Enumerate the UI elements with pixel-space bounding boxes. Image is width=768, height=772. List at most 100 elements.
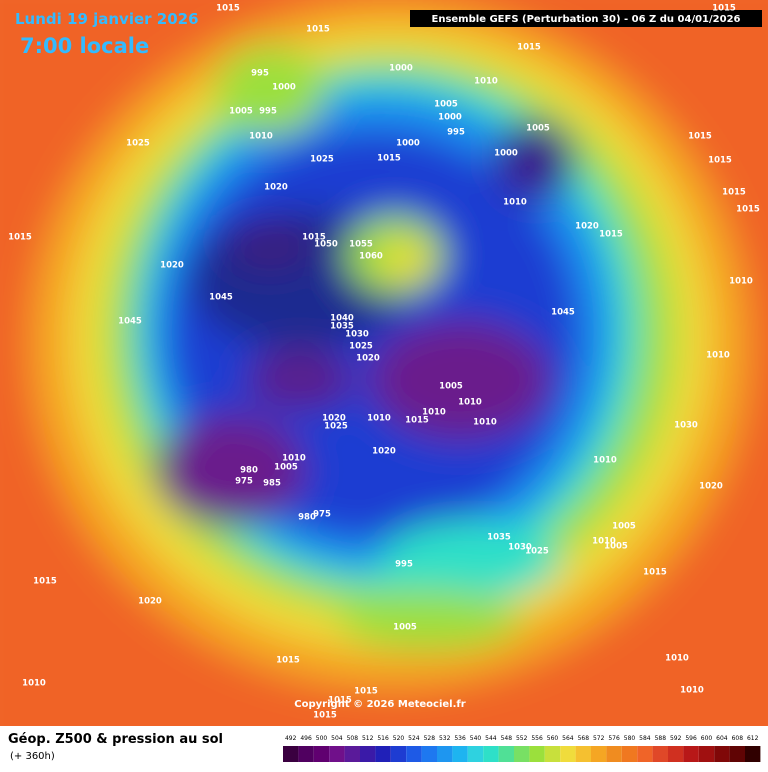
isobar-label: 1020 xyxy=(264,183,288,193)
isobar-label: 1015 xyxy=(688,132,712,142)
scale-label: 536 xyxy=(454,735,466,742)
scale-swatch xyxy=(606,746,622,762)
isobar-label: 985 xyxy=(263,479,281,489)
isobar-label: 1005 xyxy=(434,100,458,110)
scale-label: 544 xyxy=(485,735,497,742)
scale-label: 596 xyxy=(685,735,697,742)
scale-label: 592 xyxy=(670,735,682,742)
scale-label: 604 xyxy=(716,735,728,742)
isobar-label: 1000 xyxy=(438,113,462,123)
isobar-label: 1015 xyxy=(599,230,623,240)
scale-label: 560 xyxy=(547,735,559,742)
isobar-label: 1010 xyxy=(706,351,730,361)
isobar-label: 1025 xyxy=(324,422,348,432)
isobar-label: 1000 xyxy=(396,139,420,149)
isobar-label: 1015 xyxy=(377,154,401,164)
isobar-label: 1025 xyxy=(310,155,334,165)
scale-swatch xyxy=(313,746,330,762)
scale-label: 496 xyxy=(300,735,312,742)
isobar-label: 1015 xyxy=(722,188,746,198)
isobar-label: 1015 xyxy=(708,156,732,166)
isobar-label: 1005 xyxy=(612,522,636,532)
scale-swatch xyxy=(683,746,699,762)
run-info: Ensemble GEFS (Perturbation 30) - 06 Z d… xyxy=(432,14,741,25)
isobar-label: 1010 xyxy=(503,198,527,208)
isobar-label: 1010 xyxy=(680,686,704,696)
valid-date: Lundi 19 janvier 2026 xyxy=(15,10,199,28)
isobar-label: 995 xyxy=(251,69,269,79)
isobar-label: 1025 xyxy=(525,547,549,557)
isobar-label: 1005 xyxy=(274,463,298,473)
scale-swatch xyxy=(698,746,715,762)
scale-label: 600 xyxy=(701,735,713,742)
isobar-label: 1010 xyxy=(249,132,273,142)
scale-label: 552 xyxy=(516,735,528,742)
isobar-label: 1050 xyxy=(314,240,338,250)
isobar-label: 995 xyxy=(447,128,465,138)
isobar-label: 1060 xyxy=(359,252,383,262)
scale-label: 564 xyxy=(562,735,574,742)
scale-label: 548 xyxy=(501,735,513,742)
isobar-label: 1010 xyxy=(474,77,498,87)
isobar-label: 1015 xyxy=(306,25,330,35)
isobar-label: 1025 xyxy=(126,139,150,149)
isobar-label: 1020 xyxy=(322,414,346,424)
scale-label: 500 xyxy=(316,735,328,742)
isobar-label: 1015 xyxy=(517,43,541,53)
isobar-label: 1005 xyxy=(526,124,550,134)
scale-label: 584 xyxy=(639,735,651,742)
isobar-label: 1015 xyxy=(643,568,667,578)
isobar-label: 1010 xyxy=(473,418,497,428)
scale-label: 568 xyxy=(578,735,590,742)
isobar-label: 975 xyxy=(235,477,253,487)
scale-swatch xyxy=(560,746,576,762)
scale-label: 540 xyxy=(470,735,482,742)
scale-label: 504 xyxy=(331,735,343,742)
isobar-label: 1010 xyxy=(458,398,482,408)
scale-swatch xyxy=(329,746,345,762)
run-info-bar xyxy=(410,10,762,27)
scale-label: 612 xyxy=(747,735,759,742)
scale-label: 508 xyxy=(347,735,359,742)
isobar-label: 1015 xyxy=(712,4,736,14)
scale-swatch xyxy=(621,746,638,762)
isobar-label: 1045 xyxy=(209,293,233,303)
scale-swatch xyxy=(344,746,360,762)
isobar-label: 1020 xyxy=(138,597,162,607)
isobar-label: 1015 xyxy=(405,416,429,426)
footer-title: Géop. Z500 & pression au sol xyxy=(8,732,223,747)
scale-swatch xyxy=(652,746,668,762)
scale-label: 608 xyxy=(732,735,744,742)
isobar-label: 1020 xyxy=(372,447,396,457)
isobar-label: 1015 xyxy=(313,711,337,721)
scale-swatch xyxy=(421,746,437,762)
scale-label: 576 xyxy=(608,735,620,742)
isobar-label: 1010 xyxy=(282,454,306,464)
isobar-label: 1015 xyxy=(354,687,378,697)
scale-swatch xyxy=(283,746,299,762)
isobar-label: 1015 xyxy=(216,4,240,14)
isobar-label: 1045 xyxy=(118,317,142,327)
scale-label: 532 xyxy=(439,735,451,742)
scale-label: 516 xyxy=(377,735,389,742)
scale-label: 528 xyxy=(424,735,436,742)
scale-swatch xyxy=(544,746,561,762)
isobar-label: 1030 xyxy=(345,330,369,340)
isobar-label: 975 xyxy=(313,510,331,520)
isobar-label: 1020 xyxy=(356,354,380,364)
scale-swatch xyxy=(498,746,514,762)
isobar-label: 1020 xyxy=(575,222,599,232)
scale-swatch xyxy=(390,746,407,762)
scale-swatch xyxy=(637,746,653,762)
isobar-label: 1015 xyxy=(276,656,300,666)
isobar-label: 995 xyxy=(395,560,413,570)
isobar-label: 1035 xyxy=(330,322,354,332)
color-scale: 492 496 500 504 508 512 516 520 524 528 532 536 540 5… xyxy=(283,735,761,762)
scale-label: 512 xyxy=(362,735,374,742)
scale-label: 572 xyxy=(593,735,605,742)
isobar-label: 1015 xyxy=(302,233,326,243)
scale-swatch xyxy=(529,746,545,762)
